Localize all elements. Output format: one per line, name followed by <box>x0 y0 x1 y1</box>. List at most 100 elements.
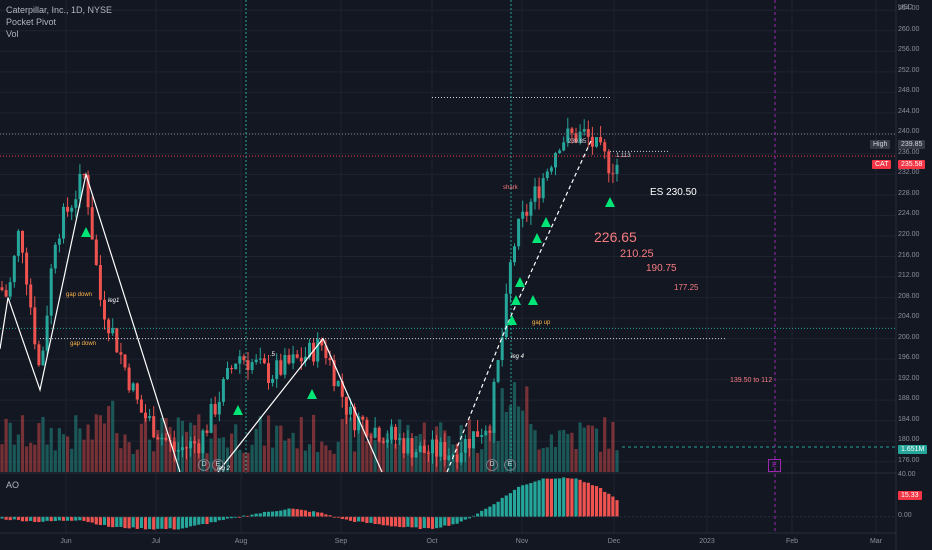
ao-bar <box>230 516 234 519</box>
ao-bar <box>594 486 599 517</box>
volume-bar <box>471 446 476 472</box>
ao-bar <box>517 486 521 517</box>
candle-body <box>66 206 70 212</box>
volume-bar <box>480 449 484 472</box>
legend-indicator-vol[interactable]: Vol <box>6 29 19 39</box>
candle-body <box>410 438 414 458</box>
time-tick-label: Aug <box>234 538 248 545</box>
dividend-marker-2[interactable]: D <box>486 459 498 471</box>
time-tick-label: Dec <box>607 538 621 545</box>
candle-body <box>558 150 562 154</box>
legend-indicator-pocket-pivot[interactable]: Pocket Pivot <box>6 17 57 27</box>
candles <box>0 117 619 470</box>
ao-bar <box>365 516 369 524</box>
candle-body <box>197 443 201 454</box>
volume-bar <box>562 429 566 472</box>
ao-bar <box>603 491 607 517</box>
ao-bar <box>422 516 426 529</box>
price-tick-label: 188.00 <box>898 395 920 403</box>
volume-bar <box>78 428 82 472</box>
ao-bar <box>361 516 365 522</box>
volume-bar <box>102 423 107 472</box>
volume-bar <box>74 415 78 472</box>
candle-body <box>78 173 82 200</box>
chart-grid <box>0 0 896 533</box>
range-label: 139.50 to 112 <box>730 377 773 384</box>
ao-bar <box>447 516 451 526</box>
ao-bar <box>131 516 135 528</box>
candle-body <box>521 211 525 219</box>
ao-bar <box>553 478 558 517</box>
ao-bar <box>189 516 193 527</box>
candle-body <box>25 252 29 285</box>
candle-body <box>517 218 521 247</box>
candle-body <box>33 307 37 345</box>
volume-bar <box>533 430 537 472</box>
ao-bar <box>139 516 143 529</box>
pocket-pivot-triangle <box>307 389 317 399</box>
volume-bar <box>135 449 139 472</box>
dividend-marker-1[interactable]: D <box>198 459 210 471</box>
ao-bar <box>291 508 295 517</box>
volume-bar <box>12 444 16 472</box>
volume-bar <box>611 421 615 472</box>
candle-body <box>455 454 459 463</box>
candle-body <box>152 416 156 438</box>
leg2-label: leg 2 <box>217 466 231 472</box>
candle-body <box>230 367 234 370</box>
volume-bar <box>549 434 553 472</box>
ao-bar <box>430 516 435 529</box>
ao-legend[interactable]: AO <box>6 480 20 490</box>
volume-bar <box>4 418 8 472</box>
ao-bar <box>586 482 590 517</box>
ao-bar <box>4 516 8 520</box>
earnings-marker-1[interactable]: E <box>212 459 224 471</box>
drawing-lines <box>0 0 896 533</box>
candle-body <box>439 442 443 457</box>
candle-body <box>156 437 160 440</box>
volume-bar <box>115 433 119 472</box>
volume-bar <box>324 445 328 472</box>
volume-bar <box>156 429 160 472</box>
volume-bar <box>107 406 111 472</box>
candle-body <box>29 284 33 308</box>
ticker-tag: CAT <box>872 160 892 169</box>
candle-body <box>238 356 242 364</box>
future-earnings-marker[interactable]: E <box>768 459 781 472</box>
leg-line <box>446 138 593 473</box>
candle-body <box>37 344 41 366</box>
pocket-pivot-triangle <box>515 277 525 287</box>
ao-bar <box>135 516 139 529</box>
ao-tick-label: 40.00 <box>898 471 916 479</box>
volume-bar <box>529 423 533 472</box>
ao-bar <box>41 516 45 522</box>
candle-body <box>262 358 266 364</box>
candle-body <box>595 137 598 147</box>
ao-bar <box>332 516 336 518</box>
ao-bar <box>336 516 340 518</box>
volume-bar <box>594 428 599 472</box>
es-label: ES 230.50 <box>650 187 697 198</box>
price-tick-label: 244.00 <box>898 107 920 115</box>
ao-bar <box>25 516 29 522</box>
ao-bar <box>488 506 492 517</box>
leg4-label: leg 4 <box>511 354 525 360</box>
candle-body <box>201 430 205 454</box>
ao-bar <box>295 509 299 517</box>
candle-body <box>529 201 533 216</box>
ao-bar <box>373 516 377 524</box>
candle-body <box>353 406 357 431</box>
earnings-marker-2[interactable]: E <box>504 459 516 471</box>
legend-symbol[interactable]: Caterpillar, Inc., 1D, NYSE <box>6 5 113 15</box>
volume-bar <box>254 428 258 472</box>
candle-body <box>139 399 143 413</box>
volume-bar <box>20 415 25 472</box>
candle-body <box>70 207 74 212</box>
ao-bar <box>549 478 553 517</box>
candle-body <box>45 315 49 351</box>
ao-bar <box>193 516 197 526</box>
candle-body <box>21 230 24 253</box>
volume-bar <box>209 438 213 472</box>
volume-bar <box>66 436 70 472</box>
